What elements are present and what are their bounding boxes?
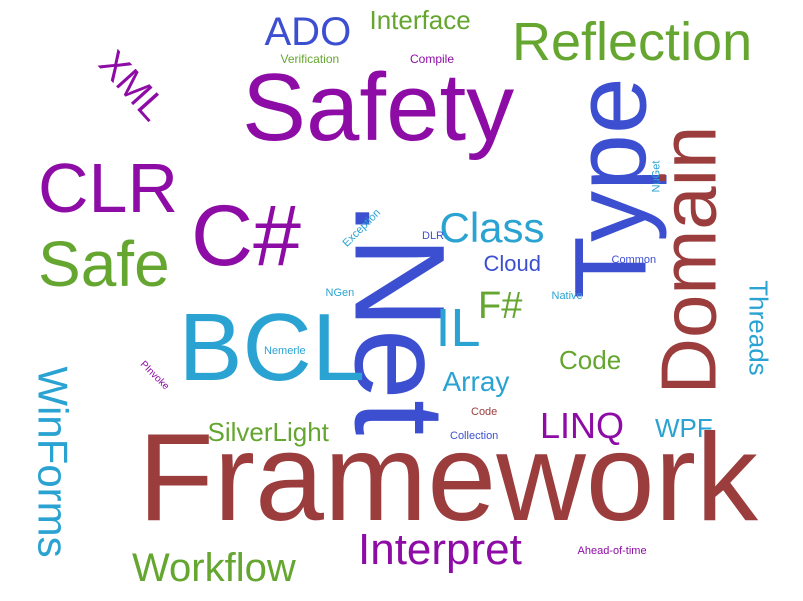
- word-csharp: C#: [191, 188, 301, 284]
- word-workflow: Workflow: [132, 546, 296, 590]
- word-il: IL: [435, 298, 481, 358]
- word-code-green: Code: [559, 345, 622, 375]
- word-ahead-of-time: Ahead-of-time: [577, 544, 647, 557]
- word-framework: Framework: [138, 409, 759, 547]
- word-wpf: WPF: [655, 413, 713, 443]
- word-nemerle: Nemerle: [264, 344, 306, 357]
- word-collection: Collection: [450, 429, 499, 442]
- word-verification: Verification: [280, 52, 340, 66]
- word-interface: Interface: [369, 5, 471, 35]
- word-compile: Compile: [410, 52, 455, 66]
- word-reflection: Reflection: [512, 12, 753, 72]
- word-safety: Safety: [242, 54, 515, 161]
- word-clr: CLR: [38, 149, 179, 227]
- word-dlr: DLR: [422, 229, 445, 242]
- word-code-maroon: Code: [471, 405, 498, 418]
- word-threads: Threads: [743, 280, 774, 376]
- word-cloud-term: Cloud: [483, 251, 541, 276]
- word-ngen: NGen: [325, 286, 355, 299]
- word-array: Array: [442, 366, 510, 397]
- word-native: Native: [551, 289, 583, 302]
- word-interpret: Interpret: [358, 525, 522, 574]
- word-xml: XML: [90, 42, 174, 130]
- word-safe: Safe: [38, 228, 170, 300]
- word-bcl: BCL: [178, 294, 366, 401]
- word-linq: LINQ: [540, 405, 625, 446]
- word-common: Common: [611, 253, 657, 266]
- word-fsharp: F#: [478, 285, 523, 327]
- word-nuget: NuGet: [650, 160, 663, 192]
- word-pinvoke: PInvoke: [137, 358, 172, 393]
- word-winforms: WinForms: [29, 366, 77, 558]
- word-class: Class: [439, 204, 545, 251]
- word-silverlight: SilverLight: [207, 417, 329, 447]
- word-ado: ADO: [264, 10, 352, 54]
